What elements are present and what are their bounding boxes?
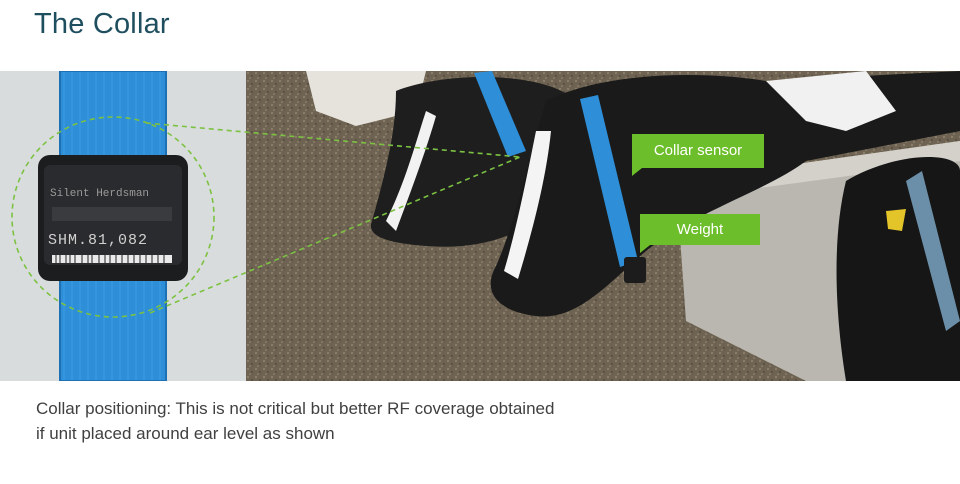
caption-line-1: Collar positioning: This is not critical… <box>36 399 555 418</box>
callout-weight: Weight <box>640 214 760 253</box>
page-title: The Collar <box>34 8 170 40</box>
device-brand-label: Silent Herdsman <box>50 188 150 200</box>
collar-device-photo: Silent Herdsman SHM.81,082 <box>0 71 246 381</box>
photo-strip: Silent Herdsman SHM.81,082 <box>0 71 960 381</box>
caption-line-2: if unit placed around ear level as shown <box>36 424 335 443</box>
cows-feeding-photo <box>246 71 960 381</box>
caption: Collar positioning: This is not critical… <box>36 396 676 446</box>
device-serial-label: SHM.81,082 <box>48 232 149 249</box>
callout-collar-sensor: Collar sensor <box>632 134 764 176</box>
